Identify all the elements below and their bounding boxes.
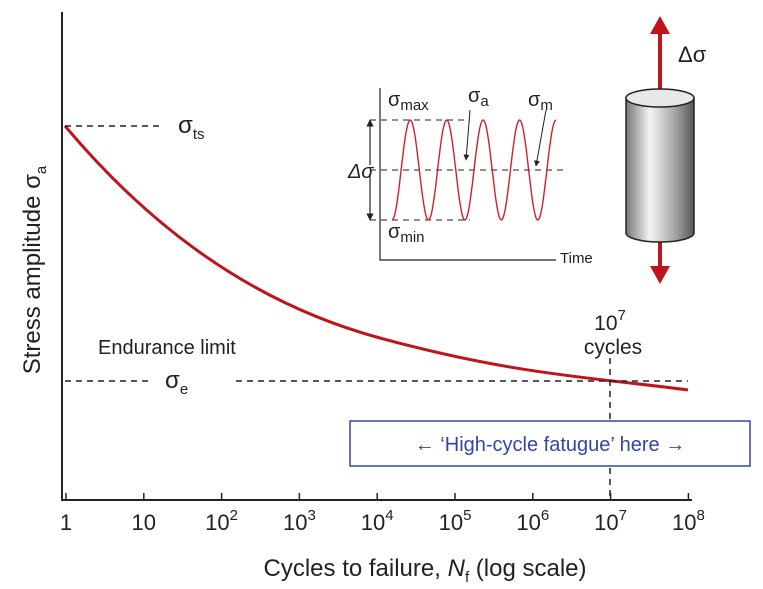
inset-mean-label: σm (528, 89, 553, 114)
x-tick-label: 102 (205, 507, 238, 535)
inset-amp-label: σa (468, 85, 489, 110)
limit-cycles-text: cycles (584, 336, 642, 359)
tick-base: 1 (60, 510, 72, 535)
inset-sine (391, 119, 557, 221)
tick-base: 10 (361, 510, 385, 535)
tick-base: 10 (594, 510, 618, 535)
tick-exp: 6 (541, 507, 549, 524)
tick-exp: 7 (619, 507, 627, 524)
tick-base: 10 (516, 510, 540, 535)
tick-exp: 8 (696, 507, 704, 524)
x-axis-label: Cycles to failure, Nf (log scale) (264, 555, 587, 586)
note-box (349, 420, 751, 467)
specimen-arrowhead (650, 266, 670, 284)
specimen-body (625, 97, 695, 243)
tick-base: 10 (132, 510, 156, 535)
x-tick-label: 10 (132, 510, 156, 535)
tick-exp: 2 (230, 507, 238, 524)
x-tick-label: 1 (60, 510, 72, 535)
tick-base: 10 (672, 510, 696, 535)
endurance-label: Endurance limit (98, 337, 236, 359)
tick-base: 10 (205, 510, 229, 535)
mean-arrow (533, 109, 547, 167)
specimen-arrowhead (650, 16, 670, 34)
sn-curve (63, 125, 689, 392)
inset-time: Time (560, 250, 593, 267)
specimen-label: Δσ (678, 42, 707, 67)
note-text: ← ‘High-cycle fatugue’ here → (415, 434, 686, 456)
tick-exp: 4 (385, 507, 393, 524)
tick-exp: 5 (463, 507, 471, 524)
sigma-e: σe (165, 367, 188, 398)
inset-axes (379, 88, 556, 261)
x-tick-label: 104 (361, 507, 394, 535)
inset-range: Δσ (347, 161, 374, 183)
tick-exp: 3 (307, 507, 315, 524)
x-tick-label: 106 (516, 507, 549, 535)
amp-arrow (463, 109, 471, 161)
sigma-ts: σts (178, 112, 204, 143)
x-tick-label: 107 (594, 507, 627, 535)
specimen-top (625, 88, 695, 108)
inset-min-label: σmin (388, 221, 425, 246)
x-ticks: 1 10 102 103 104 105 106 107 108 (60, 493, 705, 535)
tick-base: 10 (283, 510, 307, 535)
tick-base: 10 (439, 510, 463, 535)
x-tick-label: 105 (439, 507, 472, 535)
x-tick-label: 103 (283, 507, 316, 535)
x-tick-label: 108 (672, 507, 705, 535)
inset-max-label: σmax (388, 89, 429, 114)
axes (61, 12, 692, 501)
y-axis-label: Stress amplitude σa (19, 165, 50, 374)
limit-cycles: 107 (594, 307, 626, 335)
